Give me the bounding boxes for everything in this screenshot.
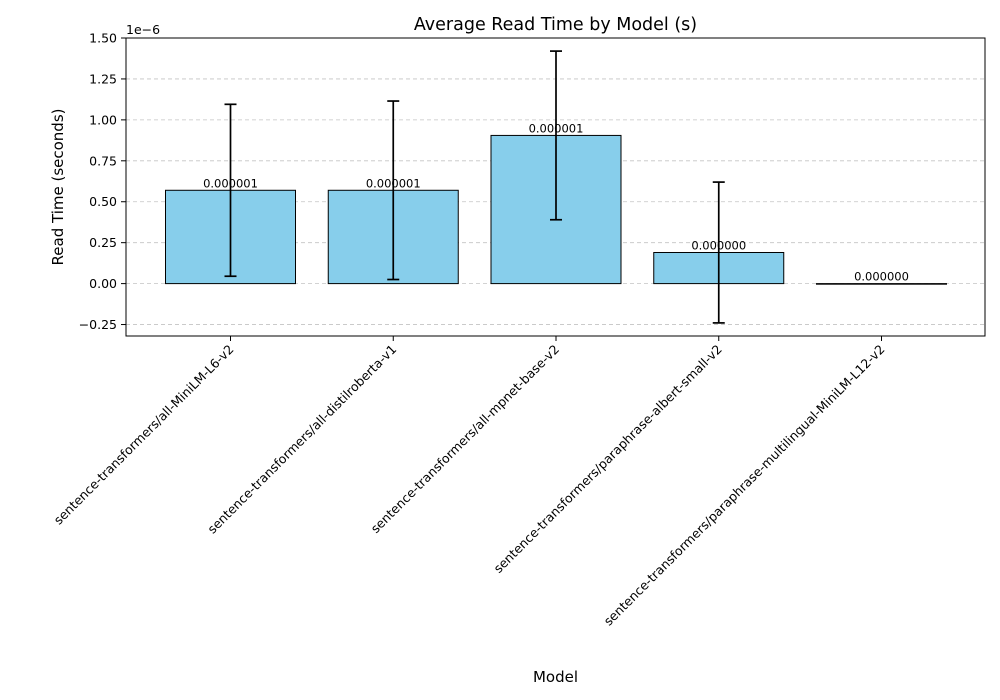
x-tick-label: sentence-transformers/all-distilroberta-… xyxy=(204,342,399,537)
y-tick-label: 0.50 xyxy=(89,194,117,209)
chart-title: Average Read Time by Model (s) xyxy=(414,15,697,35)
x-tick-label: sentence-transformers/all-mpnet-base-v2 xyxy=(368,342,563,537)
x-tick-label: sentence-transformers/paraphrase-multili… xyxy=(601,342,888,629)
x-ticks: sentence-transformers/all-MiniLM-L6-v2se… xyxy=(51,336,888,629)
data-labels: 0.000001 0.000001 0.000001 0.000000 0.000000 xyxy=(203,121,909,283)
y-tick-label: 0.75 xyxy=(89,153,117,168)
y-tick-label: −0.25 xyxy=(79,317,117,332)
data-label: 0.000000 xyxy=(854,270,909,284)
x-tick-label: sentence-transformers/all-MiniLM-L6-v2 xyxy=(51,342,237,528)
y-axis-scale-note: 1e−6 xyxy=(126,22,160,37)
y-tick-label: 1.25 xyxy=(89,71,117,86)
y-tick-label: 0.00 xyxy=(89,276,117,291)
data-label: 0.000000 xyxy=(691,238,746,252)
x-axis-label: Model xyxy=(533,668,578,686)
y-tick-label: 1.00 xyxy=(89,112,117,127)
y-ticks: −0.25 0.00 0.25 0.50 0.75 1.00 1.25 1.50 xyxy=(79,31,126,332)
y-tick-label: 0.25 xyxy=(89,235,117,250)
data-label: 0.000001 xyxy=(203,176,258,190)
error-bars xyxy=(224,50,725,324)
bar xyxy=(816,283,947,285)
data-label: 0.000001 xyxy=(529,121,584,135)
y-tick-label: 1.50 xyxy=(89,31,117,46)
y-axis-label: Read Time (seconds) xyxy=(49,109,67,266)
data-label: 0.000001 xyxy=(366,176,421,190)
